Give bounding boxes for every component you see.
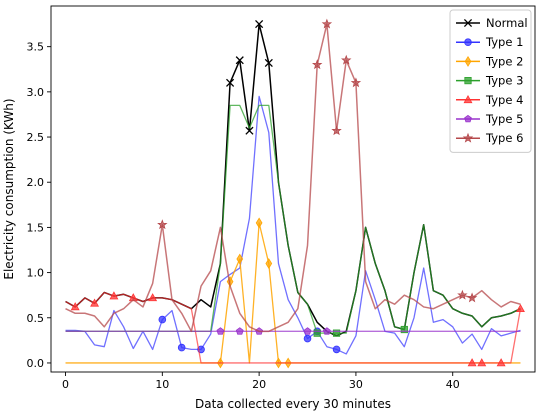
legend-label-type-3: Type 3 — [485, 74, 523, 88]
x-tick-label: 20 — [252, 378, 266, 391]
data-point-type-3 — [313, 329, 321, 337]
legend-label-type-5: Type 5 — [485, 112, 523, 126]
data-point-type-5 — [235, 327, 244, 335]
series-type-4 — [65, 291, 525, 367]
y-tick-label: 0.5 — [27, 312, 45, 325]
y-axis-label: Electricity consumption (KWh) — [2, 98, 16, 279]
y-tick-label: 2.0 — [27, 176, 45, 189]
data-point-type-4 — [477, 358, 487, 367]
legend-marker-type-3 — [464, 77, 472, 85]
y-tick-label: 0.0 — [27, 357, 45, 370]
data-point-type-3 — [400, 325, 408, 334]
data-point-type-4 — [148, 293, 158, 302]
data-point-type-6 — [341, 54, 352, 65]
legend-item-type-5: Type 5 — [456, 112, 523, 126]
y-tick-label: 1.0 — [27, 267, 45, 280]
data-point-type-1 — [303, 334, 312, 343]
series-type-6 — [65, 18, 521, 333]
legend-marker-type-6 — [462, 132, 474, 143]
data-point-type-4 — [496, 358, 506, 367]
data-point-type-2 — [255, 217, 263, 229]
y-tick-label: 3.0 — [27, 86, 45, 99]
legend-marker-type-2 — [464, 55, 472, 67]
data-point-normal — [264, 58, 273, 67]
legend-item-normal: Normal — [456, 16, 528, 30]
data-point-type-3 — [332, 329, 341, 337]
legend-label-type-2: Type 2 — [485, 54, 523, 68]
data-point-type-6 — [321, 18, 333, 29]
x-tick-label: 30 — [349, 378, 363, 391]
data-point-type-6 — [331, 125, 342, 136]
data-point-type-1 — [177, 343, 186, 352]
legend-item-type-2: Type 2 — [456, 54, 523, 68]
plot-frame — [50, 5, 536, 373]
data-point-type-6 — [457, 289, 468, 300]
legend-label-type-4: Type 4 — [485, 93, 523, 107]
x-tick-label: 10 — [155, 378, 169, 391]
legend-label-normal: Normal — [486, 16, 528, 30]
data-point-type-1 — [158, 315, 167, 324]
legend: Normal Type 1 Type 2 Type 3 Type 4 Type 5 Type… — [449, 9, 532, 153]
y-tick-label: 1.5 — [27, 221, 45, 234]
data-point-type-4 — [467, 358, 477, 367]
data-point-type-4 — [109, 291, 119, 300]
data-point-type-1 — [332, 345, 341, 354]
legend-marker-normal — [463, 18, 473, 28]
data-point-normal — [235, 56, 244, 65]
data-point-type-5 — [216, 327, 225, 335]
y-tick-label: 2.5 — [27, 131, 45, 144]
legend-label-type-6: Type 6 — [485, 131, 523, 145]
x-axis-label: Data collected every 30 minutes — [195, 397, 391, 411]
series-line-type-1 — [65, 95, 521, 355]
x-tick-label: 40 — [446, 378, 460, 391]
data-point-type-6 — [157, 219, 168, 230]
series-line-type-6 — [65, 23, 521, 333]
series-line-type-4 — [65, 291, 522, 364]
axes: 0 10 20 30 40 0.0 0.5 1.0 1.5 2.0 2.5 3.0 3.5 — [27, 5, 536, 391]
data-point-type-4 — [70, 302, 80, 311]
series-layer — [65, 18, 525, 369]
legend-item-type-4: Type 4 — [456, 93, 523, 107]
data-point-type-4 — [128, 293, 138, 302]
data-point-type-4 — [516, 303, 525, 313]
legend-item-type-3: Type 3 — [456, 74, 523, 88]
data-point-type-5 — [303, 327, 312, 335]
legend-item-type-1: Type 1 — [456, 35, 523, 49]
data-point-type-6 — [466, 292, 478, 303]
series-line-type-2 — [65, 222, 521, 364]
series-type-5 — [65, 327, 521, 335]
x-tick-label: 0 — [62, 378, 69, 391]
data-point-type-6 — [350, 77, 362, 88]
data-point-type-4 — [90, 298, 100, 307]
legend-label-type-1: Type 1 — [485, 35, 523, 49]
y-tick-label: 3.5 — [27, 41, 45, 54]
data-point-type-6 — [311, 59, 323, 70]
legend-marker-type-4 — [463, 95, 473, 104]
data-point-normal — [226, 78, 235, 87]
data-point-type-2 — [236, 253, 244, 265]
series-type-2 — [65, 217, 521, 369]
data-point-normal — [245, 126, 254, 135]
data-point-type-2 — [265, 258, 273, 269]
data-point-normal — [255, 20, 264, 29]
legend-marker-type-5 — [464, 114, 472, 123]
legend-item-type-6: Type 6 — [456, 131, 523, 145]
legend-marker-type-1 — [464, 38, 472, 46]
data-point-type-5 — [322, 327, 331, 335]
